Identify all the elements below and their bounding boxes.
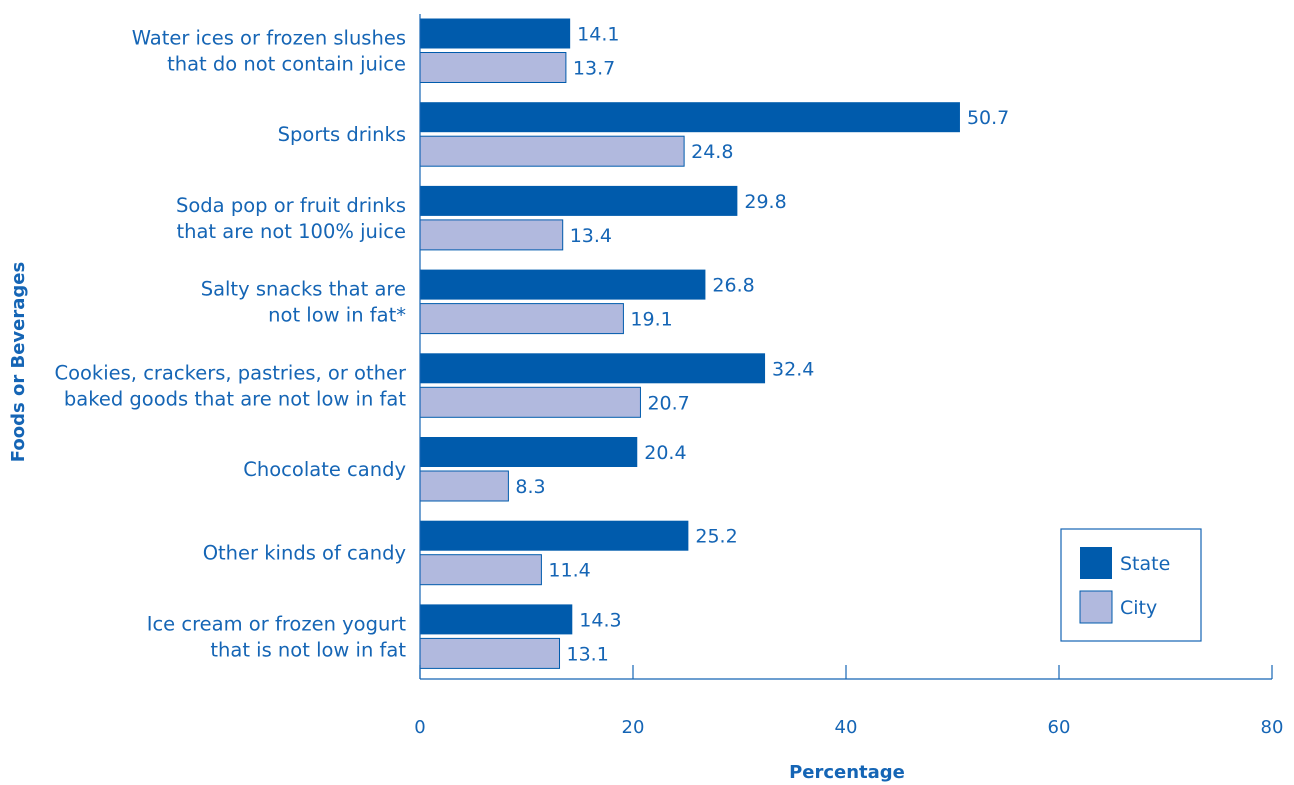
bar-state (420, 269, 706, 300)
value-label: 20.4 (644, 442, 686, 464)
value-label: 14.1 (577, 24, 619, 46)
x-tick-label: 40 (835, 717, 858, 738)
y-axis-title: Foods or Beverages (8, 262, 29, 462)
category-label: Cookies, crackers, pastries, or other bak… (54, 361, 407, 410)
legend-swatch-city (1079, 590, 1113, 624)
bar-state (420, 102, 960, 133)
value-label: 20.7 (647, 392, 689, 414)
bar-city (419, 135, 685, 167)
bar-state (420, 520, 689, 551)
legend-label-state: State (1120, 553, 1170, 575)
value-label: 26.8 (712, 275, 754, 297)
category-label: Chocolate candy (243, 458, 406, 481)
bar-city (419, 219, 564, 251)
bar-state (420, 18, 571, 49)
value-label: 19.1 (630, 309, 672, 331)
value-label: 25.2 (695, 526, 737, 548)
bar-state (420, 604, 573, 635)
labels-layer: Water ices or frozen slushes that do not … (54, 24, 1009, 666)
x-tick-label: 60 (1048, 717, 1071, 738)
category-label: Other kinds of candy (203, 542, 406, 565)
axis-layer: Percentage Foods or Beverages 0 20 40 60 80 (8, 14, 1283, 783)
x-tick-label: 0 (414, 717, 425, 738)
x-axis-title: Percentage (789, 762, 905, 783)
value-label: 29.8 (744, 191, 786, 213)
value-label: 14.3 (579, 609, 621, 631)
category-label: Salty snacks that are not low in fat* (201, 278, 407, 327)
category-label: Water ices or frozen slushes that do not … (132, 27, 406, 76)
value-label: 11.4 (548, 560, 590, 582)
x-tick-label: 80 (1261, 717, 1284, 738)
value-label: 50.7 (967, 107, 1009, 129)
bar-city (419, 637, 561, 669)
category-label: Sports drinks (278, 123, 406, 146)
x-tick-label: 20 (622, 717, 645, 738)
bars-layer (419, 18, 960, 669)
value-label: 24.8 (691, 141, 733, 163)
legend-box (1060, 528, 1202, 642)
bar-state (420, 437, 638, 467)
legend: State City (1060, 528, 1202, 642)
bar-city (419, 386, 641, 418)
bar-state (420, 185, 738, 216)
bar-city (419, 303, 624, 335)
bar-city (419, 52, 567, 83)
value-label: 13.4 (570, 225, 612, 247)
value-label: 8.3 (515, 476, 545, 498)
bar-city (419, 470, 509, 502)
legend-swatch-state (1080, 547, 1112, 579)
value-label: 13.7 (573, 58, 615, 80)
category-label: Ice cream or frozen yogurt that is not lo… (147, 612, 407, 661)
value-label: 13.1 (567, 643, 609, 665)
legend-label-city: City (1120, 597, 1157, 619)
bar-city (419, 554, 542, 586)
bar-state (420, 353, 766, 384)
value-label: 32.4 (772, 358, 814, 380)
category-label: Soda pop or fruit drinks that are not 100… (176, 194, 406, 243)
